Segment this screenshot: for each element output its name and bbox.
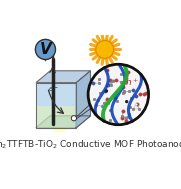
Text: $e^-$: $e^-$ — [48, 85, 60, 94]
Polygon shape — [52, 85, 102, 132]
Text: $h^+$: $h^+$ — [125, 77, 140, 88]
Text: Zn$_2$TTFTB-TiO$_2$ Conductive MOF Photoanode: Zn$_2$TTFTB-TiO$_2$ Conductive MOF Photo… — [0, 139, 181, 151]
Polygon shape — [37, 106, 75, 128]
Circle shape — [35, 39, 56, 60]
Circle shape — [105, 89, 108, 93]
Text: V: V — [40, 42, 51, 57]
Circle shape — [96, 41, 114, 58]
Polygon shape — [37, 84, 75, 106]
Circle shape — [94, 39, 115, 60]
Circle shape — [88, 64, 149, 125]
Polygon shape — [36, 71, 90, 83]
Polygon shape — [36, 116, 90, 128]
Polygon shape — [76, 71, 90, 128]
Circle shape — [71, 116, 77, 121]
Circle shape — [125, 100, 128, 103]
Polygon shape — [36, 83, 76, 128]
